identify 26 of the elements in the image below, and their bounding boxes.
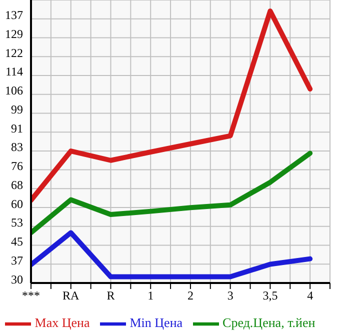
y-tick-label: 30	[11, 272, 23, 286]
x-tick-label: RA	[62, 288, 80, 303]
x-tick-label: R	[106, 288, 115, 303]
x-tick-label: 3	[227, 288, 234, 303]
y-tick-label: 83	[11, 140, 23, 154]
x-tick-label: 2	[187, 288, 194, 303]
y-tick-label: 60	[11, 196, 23, 211]
y-tick-label: 68	[11, 178, 23, 192]
x-tick-label: 1	[148, 288, 154, 303]
y-tick-label: 122	[5, 46, 23, 60]
y-tick-label: 53	[11, 216, 23, 230]
y-tick-label: 114	[5, 64, 23, 79]
legend-label: Max Цена	[34, 314, 90, 330]
legend-label: Сред.Цена, т.йен	[222, 314, 316, 330]
x-tick-label: 3,5	[262, 288, 278, 303]
y-tick-label: 37	[11, 253, 23, 268]
y-tick-label: 106	[5, 84, 23, 98]
x-tick-label: 4	[307, 288, 314, 303]
y-tick-label: 76	[11, 159, 23, 174]
y-tick-label: 45	[11, 234, 23, 249]
y-tick-label: 137	[5, 8, 23, 22]
y-tick-label: 91	[11, 121, 23, 136]
y-tick-label: 99	[11, 102, 23, 116]
x-tick-label: ***	[22, 288, 40, 303]
y-tick-label: 129	[5, 27, 23, 42]
legend-label: Min Цена	[130, 314, 183, 330]
